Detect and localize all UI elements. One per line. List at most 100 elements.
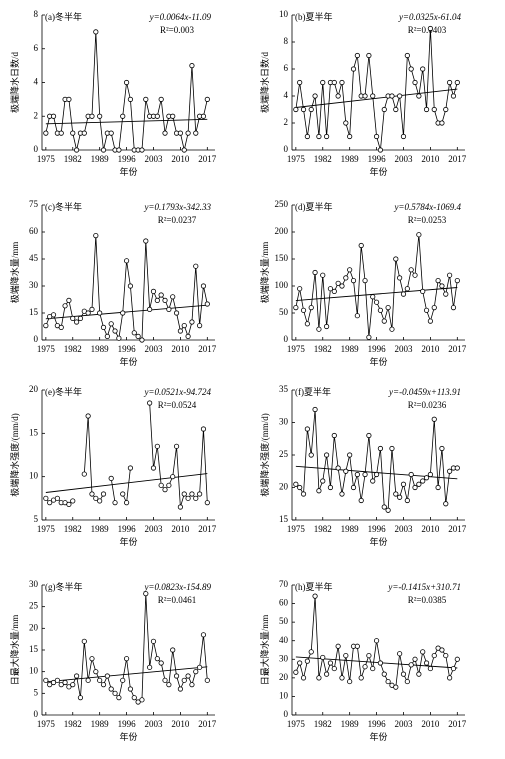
data-point bbox=[143, 238, 149, 244]
data-point bbox=[300, 675, 307, 681]
data-point bbox=[331, 79, 337, 86]
x-tick-label: 2003 bbox=[144, 524, 163, 534]
y-tick-label: 10 bbox=[29, 666, 39, 676]
data-point bbox=[189, 491, 195, 497]
data-point bbox=[77, 315, 84, 321]
data-point bbox=[431, 304, 437, 311]
data-point bbox=[74, 319, 80, 325]
data-point bbox=[74, 147, 80, 153]
panel-title: (e)冬半年 bbox=[45, 386, 82, 397]
data-point bbox=[443, 291, 449, 297]
data-point bbox=[320, 654, 326, 661]
data-point bbox=[416, 93, 422, 99]
data-point bbox=[427, 25, 433, 32]
data-point bbox=[381, 106, 387, 113]
data-point bbox=[54, 495, 60, 501]
x-tick-label: 1989 bbox=[341, 344, 360, 354]
data-point bbox=[297, 79, 303, 86]
data-point bbox=[127, 96, 134, 102]
x-tick-label: 1996 bbox=[118, 719, 137, 729]
data-point bbox=[100, 147, 107, 153]
y-tick-label: 30 bbox=[279, 653, 289, 663]
data-point bbox=[170, 294, 176, 300]
data-point bbox=[162, 297, 168, 303]
data-point bbox=[135, 699, 141, 705]
x-tick-label: 2017 bbox=[448, 719, 467, 729]
x-tick-label: 2010 bbox=[171, 719, 190, 729]
data-point bbox=[58, 324, 64, 330]
x-tick-label: 1975 bbox=[287, 719, 306, 729]
data-point bbox=[304, 426, 310, 432]
data-point bbox=[312, 593, 318, 599]
data-point bbox=[408, 267, 414, 273]
data-point bbox=[377, 307, 384, 313]
data-point bbox=[200, 426, 207, 432]
y-tick-label: 30 bbox=[279, 417, 289, 427]
y-tick-label: 0 bbox=[284, 709, 289, 719]
data-point bbox=[100, 682, 107, 688]
data-point bbox=[454, 465, 460, 471]
data-point bbox=[89, 656, 95, 662]
data-point bbox=[62, 303, 68, 309]
data-point bbox=[420, 66, 426, 72]
y-tick-label: 200 bbox=[275, 226, 289, 236]
data-point bbox=[350, 484, 357, 491]
data-point bbox=[389, 93, 395, 99]
y-tick-label: 50 bbox=[279, 616, 289, 626]
data-point bbox=[143, 591, 149, 597]
data-point bbox=[423, 106, 430, 113]
x-tick-label: 2017 bbox=[198, 524, 217, 534]
data-point bbox=[185, 130, 191, 136]
data-point bbox=[327, 660, 334, 666]
x-tick-label: 1975 bbox=[37, 344, 56, 354]
y-tick-label: 4 bbox=[284, 90, 289, 100]
y-tick-label: 70 bbox=[279, 579, 289, 589]
x-tick-label: 1996 bbox=[368, 524, 387, 534]
x-tick-label: 1989 bbox=[91, 154, 110, 164]
data-point bbox=[177, 328, 183, 334]
x-tick-label: 2017 bbox=[448, 344, 467, 354]
data-point bbox=[389, 326, 395, 332]
data-point bbox=[170, 113, 176, 119]
r-squared: R²=0.0403 bbox=[408, 25, 447, 35]
data-point bbox=[158, 482, 164, 488]
r-squared: R²=0.003 bbox=[160, 25, 195, 35]
y-tick-label: 0 bbox=[34, 144, 39, 154]
y-tick-label: 20 bbox=[29, 384, 39, 394]
data-point bbox=[81, 471, 87, 477]
data-point bbox=[308, 304, 314, 311]
data-point bbox=[131, 330, 137, 336]
data-point bbox=[293, 304, 299, 311]
y-tick-label: 10 bbox=[29, 471, 39, 481]
data-point bbox=[339, 283, 345, 289]
data-point bbox=[439, 647, 445, 653]
y-tick-label: 30 bbox=[29, 280, 39, 290]
data-point bbox=[331, 665, 337, 672]
data-point bbox=[304, 321, 310, 327]
x-tick-label: 1982 bbox=[314, 154, 332, 164]
data-point bbox=[85, 677, 91, 683]
data-point bbox=[354, 471, 360, 478]
data-point bbox=[50, 113, 57, 119]
data-point bbox=[47, 682, 53, 688]
data-point bbox=[127, 283, 134, 289]
data-point bbox=[358, 242, 364, 249]
data-point bbox=[331, 432, 337, 439]
data-point bbox=[100, 491, 107, 497]
data-point bbox=[85, 413, 91, 419]
data-point bbox=[177, 504, 183, 510]
data-point bbox=[308, 452, 314, 458]
data-point bbox=[123, 79, 130, 86]
data-point bbox=[381, 671, 387, 677]
x-tick-label: 1982 bbox=[64, 719, 82, 729]
data-point bbox=[408, 471, 414, 478]
y-tick-label: 75 bbox=[29, 199, 39, 209]
x-tick-label: 1975 bbox=[287, 524, 306, 534]
data-point bbox=[70, 315, 76, 321]
data-point bbox=[343, 275, 349, 281]
data-point bbox=[400, 291, 407, 297]
equation: y=0.0521x-94.724 bbox=[143, 387, 211, 397]
x-tick-label: 2017 bbox=[198, 344, 217, 354]
series-line bbox=[83, 415, 104, 502]
data-point bbox=[316, 326, 322, 332]
